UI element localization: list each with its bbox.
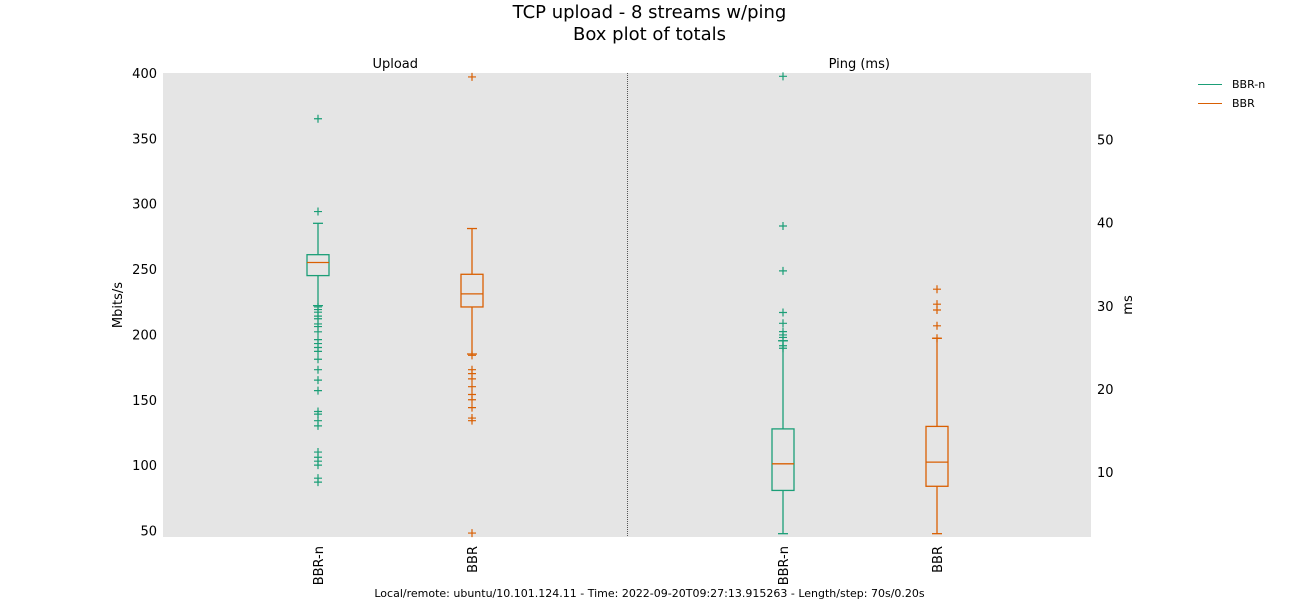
outlier-point [779, 266, 787, 275]
box-bbr [460, 273, 484, 308]
legend-swatch-bbr-n [1198, 84, 1222, 85]
y-tick-label: 350 [132, 132, 157, 147]
box-bbr-n [306, 254, 330, 277]
outlier-point [314, 461, 322, 470]
outlier-point [933, 285, 941, 294]
y-tick-label: 300 [132, 198, 157, 213]
x-tick-label: BBR [466, 546, 481, 573]
x-tick-label: BBR [931, 546, 946, 573]
box-bbr [925, 425, 949, 487]
outlier-point [314, 207, 322, 216]
outlier-point [779, 344, 787, 353]
outlier-point [468, 72, 476, 81]
outlier-point [468, 416, 476, 425]
outlier-point [779, 222, 787, 231]
outlier-point [314, 386, 322, 395]
x-tick-label: BBR-n [312, 546, 327, 585]
outlier-point [314, 355, 322, 364]
y-tick-label: 250 [132, 263, 157, 278]
outlier-point [468, 374, 476, 383]
footer-caption: Local/remote: ubuntu/10.101.124.11 - Tim… [374, 587, 925, 600]
outlier-point [779, 319, 787, 328]
y-tick-label: 50 [1097, 134, 1114, 149]
y-tick-label: 50 [140, 524, 157, 539]
plot-area-background [163, 73, 1091, 537]
chart-subtitle: Box plot of totals [572, 24, 726, 45]
outlier-point [468, 403, 476, 412]
outlier-point [933, 321, 941, 330]
chart-title: TCP upload - 8 streams w/ping [512, 2, 787, 23]
y-tick-label: 40 [1097, 217, 1114, 232]
x-tick-label: BBR-n [777, 546, 792, 585]
y-tick-label: 20 [1097, 383, 1114, 398]
legend-item-bbr: BBR [1198, 94, 1265, 113]
outlier-point [933, 305, 941, 314]
y-tick-label: 100 [132, 459, 157, 474]
legend-label-bbr: BBR [1232, 97, 1255, 110]
y-axis-label-1: ms [1121, 295, 1136, 315]
outlier-point [314, 327, 322, 336]
outlier-point [314, 365, 322, 374]
outlier-point [468, 382, 476, 391]
legend-swatch-bbr [1198, 103, 1222, 104]
outlier-point [468, 529, 476, 538]
y-tick-label: 10 [1097, 466, 1114, 481]
legend-item-bbr-n: BBR-n [1198, 75, 1265, 94]
outlier-point [468, 351, 476, 360]
outlier-point [314, 376, 322, 385]
outlier-point [933, 334, 941, 343]
y-tick-label: 400 [132, 67, 157, 82]
y-tick-label: 30 [1097, 300, 1114, 315]
y-axis-label-0: Mbits/s [111, 282, 126, 328]
panel-title-1: Ping (ms) [829, 57, 890, 72]
outlier-point [314, 421, 322, 430]
outlier-point [314, 478, 322, 487]
outlier-point [779, 308, 787, 317]
y-tick-label: 200 [132, 328, 157, 343]
outlier-point [779, 72, 787, 81]
outlier-point [468, 395, 476, 404]
outlier-point [314, 114, 322, 123]
y-tick-label: 150 [132, 394, 157, 409]
panel-title-0: Upload [372, 57, 418, 72]
legend-label-bbr-n: BBR-n [1232, 78, 1266, 91]
legend: BBR-n BBR [1198, 75, 1265, 113]
box-bbr-n [771, 428, 795, 492]
outlier-point [314, 347, 322, 356]
